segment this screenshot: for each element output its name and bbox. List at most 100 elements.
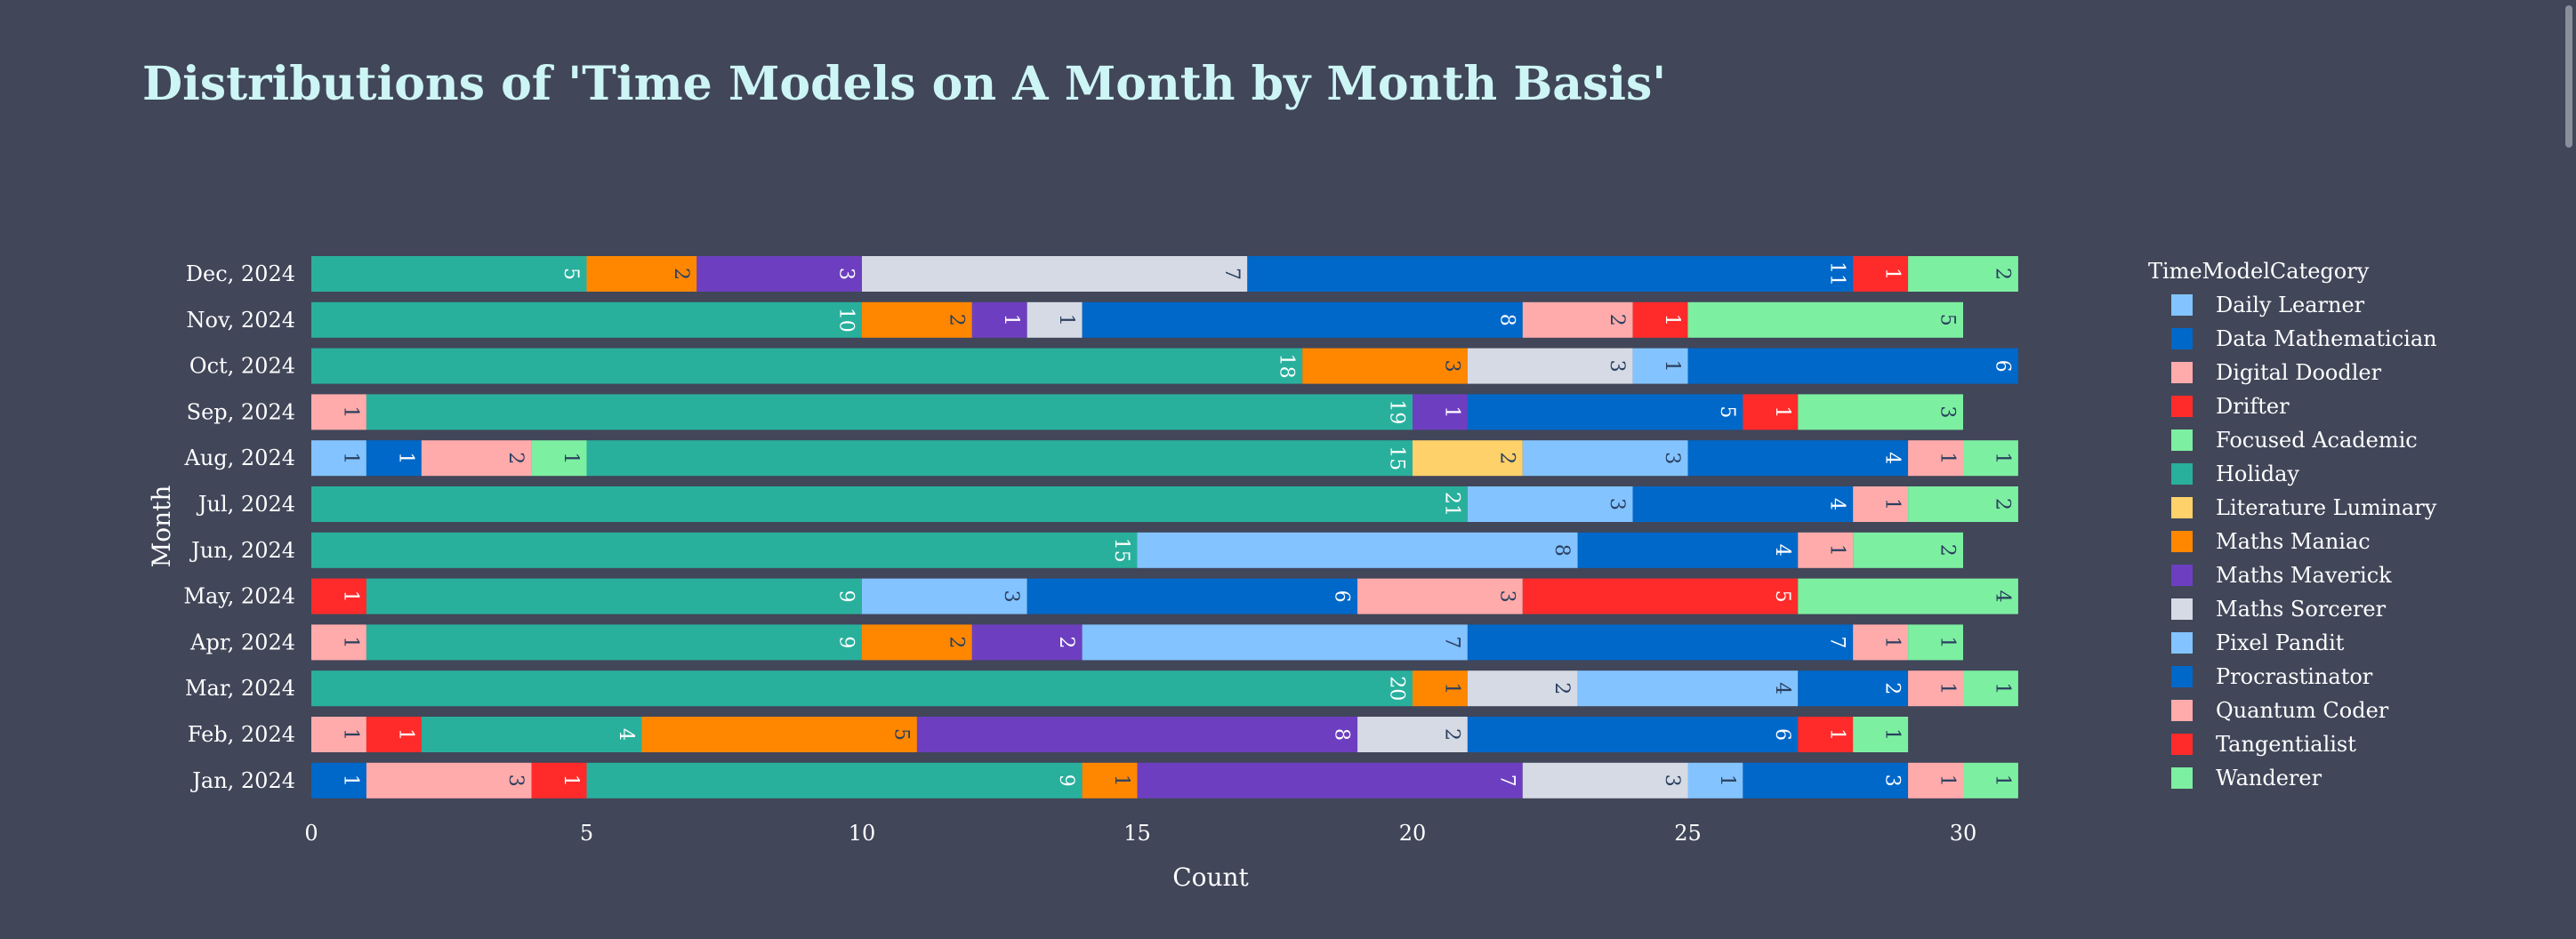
legend-swatch[interactable] [2171,598,2193,620]
bar-value-label: 1 [394,452,416,464]
bars-group: 1 3 1 9 1 7 3 1 3 1 11 1 4 5 8 2 6 1 120 1 2 4 2 1 11 9 2 2 7 7 1 11 9 3 6… [311,256,2018,799]
bar-segment [1908,486,2018,522]
bar-segment [531,762,587,799]
bar-segment [1522,440,1688,477]
bar-value-label: 6 [1991,360,2013,373]
legend-swatch[interactable] [2171,767,2193,789]
bar-segment [1357,578,1523,614]
bar-segment [1082,762,1138,799]
bar-value-label: 5 [559,268,582,280]
bar-segment [1632,301,1688,338]
bar-value-label: 3 [1606,360,1628,373]
bar-segment [1467,348,1633,384]
legend-item-label[interactable]: Focused Academic [2216,428,2418,453]
legend-swatch[interactable] [2171,396,2193,417]
legend-title: TimeModelCategory [2148,259,2370,284]
legend-item-label[interactable]: Drifter [2216,394,2290,419]
y-tick-label: Feb, 2024 [188,722,295,747]
bar-value-label: 1 [1936,636,1959,648]
legend-item-label[interactable]: Procrastinator [2216,664,2373,689]
legend-item-label[interactable]: Literature Luminary [2216,495,2437,520]
bar-segment [1632,486,1854,522]
legend-swatch[interactable] [2171,497,2193,518]
bar-segment [366,394,1413,430]
bar-value-label: 3 [1440,360,1462,373]
bar-segment [311,762,366,799]
bar-segment [1577,532,1799,568]
bar-value-label: 1 [559,452,582,464]
scrollbar-track[interactable] [2562,0,2576,939]
x-tick-label: 5 [580,821,593,846]
legend-item-label[interactable]: Holiday [2216,461,2299,486]
bar-value-label: 19 [1386,399,1408,424]
bar-value-label: 1 [1991,774,2013,787]
bar-segment [1413,670,1468,707]
bar-segment [916,717,1358,752]
bar-segment [1798,717,1854,752]
legend-swatch[interactable] [2171,463,2193,485]
legend-swatch[interactable] [2171,429,2193,451]
bar-value-label: 1 [1881,636,1904,648]
bar-segment [421,440,532,477]
legend-item-label[interactable]: Wanderer [2216,766,2322,791]
y-tick-label: Jul, 2024 [196,492,295,517]
bar-segment [1522,578,1799,614]
bar-value-label: 15 [1386,445,1408,470]
bar-segment [1413,394,1468,430]
bar-value-label: 6 [1331,590,1353,603]
bar-value-label: 1 [339,636,361,648]
bar-value-label: 3 [1495,590,1517,603]
legend-item-label[interactable]: Quantum Coder [2216,698,2389,723]
legend-swatch[interactable] [2171,700,2193,721]
legend-item-label[interactable]: Digital Doodler [2216,360,2382,385]
bar-segment [1467,486,1633,522]
bar-value-label: 2 [945,636,967,648]
bar-segment [586,256,697,292]
bar-segment [862,301,972,338]
legend-swatch[interactable] [2171,531,2193,552]
legend-swatch[interactable] [2171,294,2193,316]
legend-item-label[interactable]: Daily Learner [2216,293,2365,317]
legend-item-label[interactable]: Pixel Pandit [2216,630,2345,655]
bar-segment [1302,348,1468,384]
scrollbar-thumb[interactable] [2565,5,2572,148]
bar-value-label: 2 [1550,682,1573,694]
x-tick-label: 0 [304,821,318,846]
bar-value-label: 4 [1826,498,1848,510]
bar-segment [1413,440,1523,477]
bar-value-label: 1 [1716,774,1738,787]
legend-swatch[interactable] [2171,666,2193,687]
legend-item-label[interactable]: Maths Maniac [2216,529,2371,554]
legend-item-label[interactable]: Maths Sorcerer [2216,597,2387,622]
bar-segment [1632,348,1688,384]
legend-swatch[interactable] [2171,632,2193,654]
bar-segment [586,762,1083,799]
bar-segment [1853,717,1909,752]
bar-value-label: 1 [1826,544,1848,557]
legend-item-label[interactable]: Data Mathematician [2216,326,2437,351]
legend-swatch[interactable] [2171,362,2193,383]
bar-segment [1467,670,1578,707]
bar-value-label: 2 [1440,728,1462,741]
bar-segment [311,670,1413,707]
y-axis-title: Month [147,486,176,568]
bar-value-label: 3 [504,774,527,787]
bar-value-label: 7 [1495,774,1517,787]
legend-swatch[interactable] [2171,734,2193,755]
y-tick-label: Jan, 2024 [189,768,295,793]
legend-swatch[interactable] [2171,328,2193,349]
bar-value-label: 1 [1000,314,1022,326]
legend-item-label[interactable]: Tangentialist [2216,732,2356,757]
bar-value-label: 1 [1991,682,2013,694]
bar-segment [1743,762,1909,799]
bar-value-label: 1 [1936,774,1959,787]
bar-segment [1798,394,1963,430]
bar-segment [971,301,1027,338]
legend-item-label[interactable]: Maths Maverick [2216,563,2392,588]
bar-segment [1467,717,1799,752]
legend-swatch[interactable] [2171,565,2193,586]
y-axis-labels: Jan, 2024 Feb, 2024 Mar, 2024 Apr, 2024 May,… [183,261,295,793]
x-tick-label: 10 [849,821,876,846]
x-tick-label: 15 [1123,821,1151,846]
